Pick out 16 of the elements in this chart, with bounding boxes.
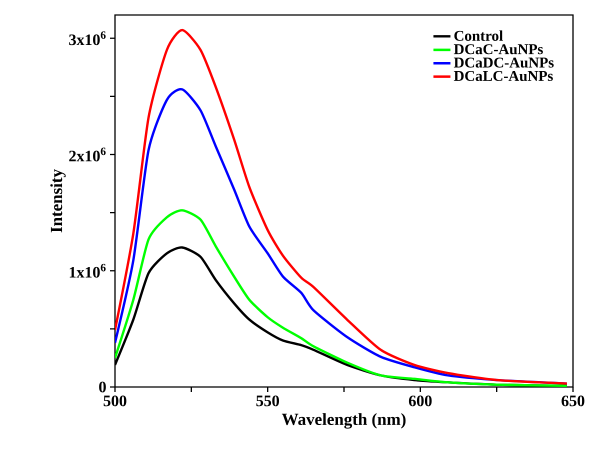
x-tick-label: 500 bbox=[104, 396, 126, 406]
line-series bbox=[115, 28, 568, 385]
legend-label: DCaDC-AuNPs bbox=[454, 58, 554, 68]
y-tick-label: 3x10$^{6}$ bbox=[69, 31, 106, 46]
x-tick-label: 600 bbox=[408, 396, 432, 406]
legend-label: DCaLC-AuNPs bbox=[454, 70, 553, 82]
legend-label: DCaC-AuNPs bbox=[454, 44, 543, 54]
y-tick-label: 0 bbox=[99, 382, 106, 392]
x-tick-label: 650 bbox=[562, 396, 584, 406]
y-tick-label: 1x10$^{6}$ bbox=[70, 264, 106, 278]
x-axis-title: Wavelength (nm) bbox=[282, 413, 406, 429]
legend-label: Control bbox=[454, 30, 503, 41]
x-tick-label: 550 bbox=[256, 396, 280, 406]
y-tick-label: 2x10$^{6}$ bbox=[69, 148, 106, 162]
line-series bbox=[115, 209, 568, 387]
y-axis-title: Intensity bbox=[50, 169, 66, 232]
